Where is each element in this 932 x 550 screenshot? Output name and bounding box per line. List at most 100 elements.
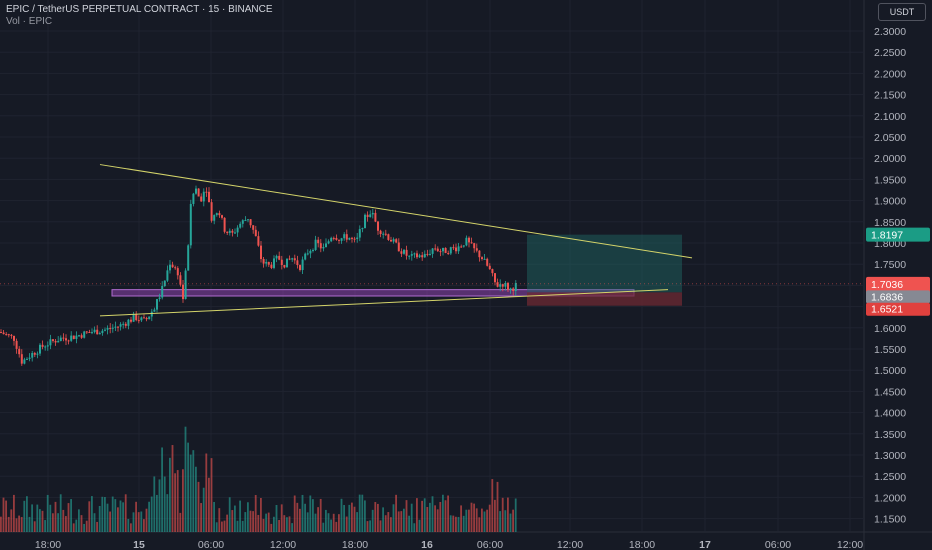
volume-bar bbox=[330, 519, 332, 532]
volume-bar bbox=[179, 512, 182, 532]
y-tick-label: 1.3000 bbox=[874, 450, 906, 462]
volume-bar bbox=[507, 497, 509, 532]
y-tick-label: 2.2000 bbox=[874, 68, 906, 80]
candle-body bbox=[117, 326, 119, 328]
candle-body bbox=[384, 233, 387, 235]
volume-bar bbox=[20, 517, 23, 532]
volume-bar bbox=[299, 508, 301, 532]
volume-bar bbox=[361, 494, 364, 532]
candle-body bbox=[49, 339, 52, 346]
volume-bar bbox=[132, 512, 135, 532]
candle-body bbox=[449, 247, 452, 254]
candle-body bbox=[444, 247, 447, 253]
candle-body bbox=[455, 247, 457, 252]
candle-body bbox=[189, 203, 192, 246]
stop-price-tag: 1.6521 bbox=[871, 304, 903, 316]
x-tick-label: 12:00 bbox=[557, 539, 583, 550]
volume-bar bbox=[78, 509, 80, 532]
candle-body bbox=[299, 265, 301, 271]
volume-bar bbox=[228, 497, 231, 532]
candle-body bbox=[265, 262, 268, 264]
candle-body bbox=[254, 229, 257, 237]
candle-body bbox=[509, 288, 512, 290]
volume-bar bbox=[57, 513, 59, 532]
volume-bar bbox=[496, 481, 499, 532]
volume-bar bbox=[137, 512, 140, 532]
volume-bar bbox=[470, 502, 473, 532]
candle-body bbox=[135, 314, 138, 321]
volume-bar bbox=[345, 516, 348, 532]
chart-header: EPIC / TetherUS PERPETUAL CONTRACT · 15 … bbox=[6, 4, 273, 28]
y-tick-label: 1.2500 bbox=[874, 471, 906, 483]
volume-bar bbox=[439, 501, 442, 532]
time-axis[interactable]: 18:00 15 06:00 12:00 18:00 16 06:00 12:00 18:00 1… bbox=[35, 539, 863, 550]
candle-body bbox=[481, 257, 483, 259]
candle-body bbox=[460, 246, 463, 248]
volume-bar bbox=[452, 515, 455, 532]
candle-body bbox=[431, 248, 434, 254]
candle-body bbox=[88, 331, 91, 333]
candle-body bbox=[59, 337, 62, 341]
candle-body bbox=[486, 258, 489, 266]
x-tick-label: 18:00 bbox=[35, 539, 61, 550]
volume-bar bbox=[338, 514, 340, 532]
volume-bar bbox=[488, 504, 491, 532]
candle-body bbox=[241, 220, 244, 224]
volume-bar bbox=[418, 519, 421, 532]
candle-body bbox=[234, 232, 236, 234]
candle-body bbox=[514, 283, 517, 292]
volume-bar bbox=[444, 500, 447, 532]
volume-bar bbox=[468, 509, 470, 532]
volume-bar bbox=[325, 509, 327, 532]
volume-bar bbox=[395, 494, 397, 532]
volume-bar bbox=[104, 497, 106, 532]
price-axis[interactable]: 2.3000 2.2500 2.2000 2.1500 2.1000 2.0500 2.00… bbox=[874, 26, 906, 526]
volume-bar bbox=[150, 496, 153, 532]
volume-bar bbox=[2, 497, 5, 532]
volume-bar bbox=[36, 504, 39, 532]
candle-body bbox=[67, 340, 70, 342]
trendline-1 bbox=[99, 164, 693, 259]
volume-bar bbox=[208, 477, 210, 532]
last-price-tag: 1.7036 bbox=[871, 279, 903, 291]
volume-bar bbox=[504, 510, 507, 532]
candle-body bbox=[124, 323, 127, 326]
candle-body bbox=[85, 331, 88, 333]
candle-body bbox=[413, 253, 416, 255]
volume-bar bbox=[62, 509, 65, 532]
volume-bar bbox=[65, 516, 67, 532]
volume-bar bbox=[33, 521, 36, 532]
volume-bar bbox=[67, 503, 70, 532]
volume-bar bbox=[400, 511, 403, 532]
candle-body bbox=[423, 253, 426, 258]
volume-bar bbox=[189, 454, 192, 532]
volume-bar bbox=[174, 473, 176, 532]
candle-body bbox=[44, 346, 47, 348]
drawing-zones[interactable] bbox=[111, 234, 682, 306]
volume-bar bbox=[145, 508, 148, 532]
volume-legend[interactable]: Vol · EPIC bbox=[6, 16, 53, 27]
volume-bar bbox=[85, 520, 88, 532]
volume-bar bbox=[158, 479, 161, 532]
candle-body bbox=[119, 324, 122, 327]
candle-body bbox=[143, 317, 145, 319]
volume-bar bbox=[171, 445, 174, 532]
candle-body bbox=[57, 340, 60, 343]
currency-button[interactable]: USDT bbox=[878, 3, 926, 21]
volume-bar bbox=[494, 499, 496, 532]
volume-bar bbox=[218, 508, 221, 532]
candle-body bbox=[338, 239, 340, 241]
candle-body bbox=[353, 238, 356, 240]
volume-bar bbox=[426, 507, 429, 532]
candle-body bbox=[106, 327, 109, 330]
candle-body bbox=[421, 255, 424, 258]
candle-body bbox=[145, 318, 148, 320]
candle-body bbox=[405, 249, 408, 256]
trendlines[interactable] bbox=[0, 164, 864, 317]
candle-body bbox=[122, 323, 125, 325]
candle-body bbox=[327, 241, 330, 244]
volume-bar bbox=[7, 516, 10, 532]
volume-bar bbox=[195, 466, 197, 532]
symbol-title[interactable]: EPIC / TetherUS PERPETUAL CONTRACT · 15 … bbox=[6, 4, 273, 15]
